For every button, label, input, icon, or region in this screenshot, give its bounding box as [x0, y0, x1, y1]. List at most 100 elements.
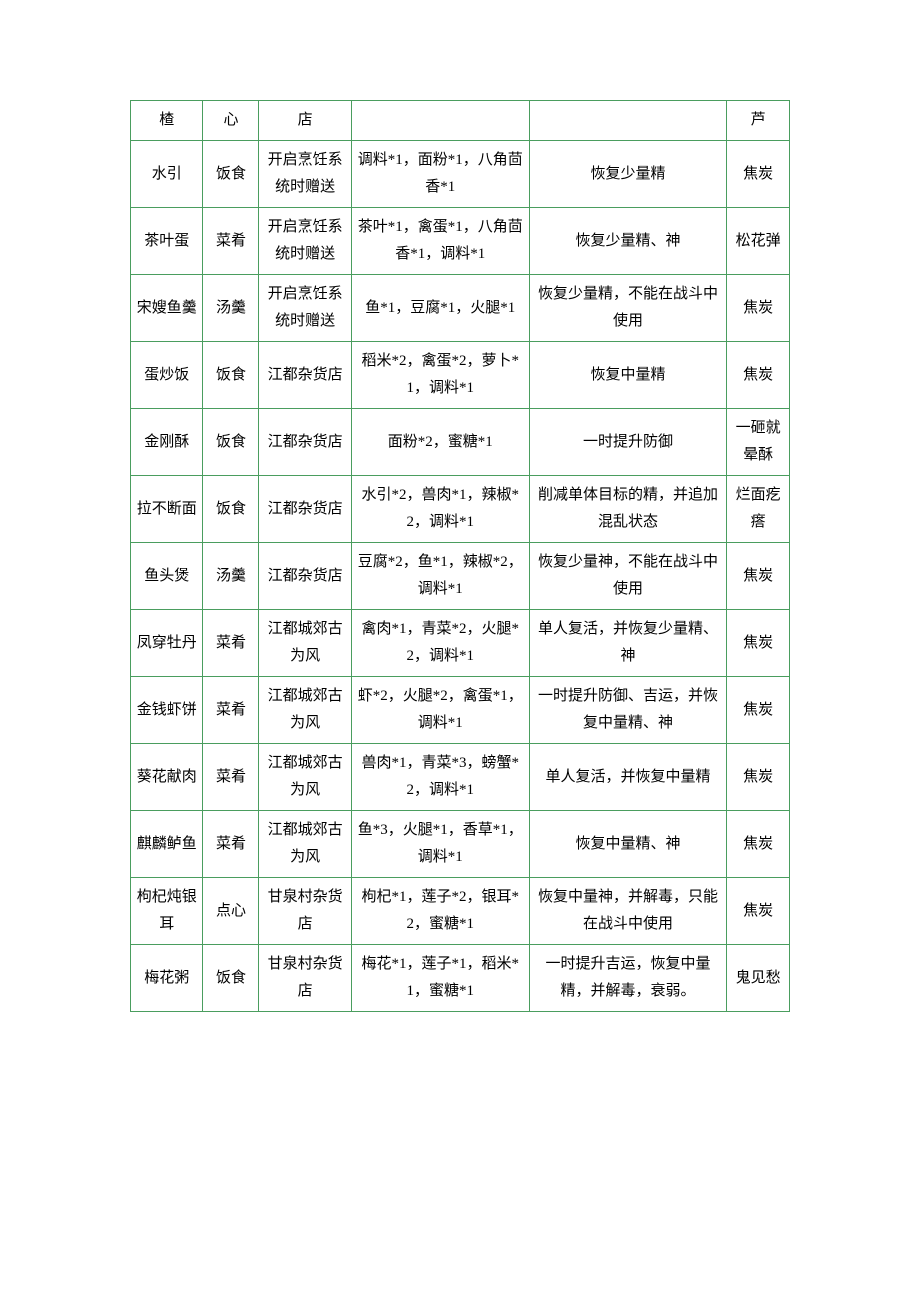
table-cell: 鱼头煲: [131, 543, 203, 610]
table-row: 水引饭食开启烹饪系统时赠送调料*1，面粉*1，八角茴香*1恢复少量精焦炭: [131, 141, 790, 208]
table-cell: 菜肴: [203, 610, 259, 677]
table-cell: [351, 101, 529, 141]
table-cell: 开启烹饪系统时赠送: [259, 275, 351, 342]
table-cell: 店: [259, 101, 351, 141]
table-cell: 烂面疙瘩: [727, 476, 790, 543]
table-cell: 鬼见愁: [727, 945, 790, 1012]
table-cell: 拉不断面: [131, 476, 203, 543]
table-cell: 江都杂货店: [259, 543, 351, 610]
table-cell: 豆腐*2，鱼*1，辣椒*2，调料*1: [351, 543, 529, 610]
table-cell: 江都城郊古为风: [259, 677, 351, 744]
table-cell: 恢复中量精: [529, 342, 727, 409]
table-cell: 鱼*3，火腿*1，香草*1，调料*1: [351, 811, 529, 878]
table-row: 茶叶蛋菜肴开启烹饪系统时赠送茶叶*1，禽蛋*1，八角茴香*1，调料*1恢复少量精…: [131, 208, 790, 275]
table-cell: 焦炭: [727, 275, 790, 342]
table-row: 拉不断面饭食江都杂货店水引*2，兽肉*1，辣椒*2，调料*1削减单体目标的精，并…: [131, 476, 790, 543]
table-cell: 开启烹饪系统时赠送: [259, 141, 351, 208]
table-cell: 饭食: [203, 945, 259, 1012]
table-cell: 禽肉*1，青菜*2，火腿*2，调料*1: [351, 610, 529, 677]
table-cell: 梅花粥: [131, 945, 203, 1012]
table-cell: 鱼*1，豆腐*1，火腿*1: [351, 275, 529, 342]
table-row: 楂心店 芦: [131, 101, 790, 141]
table-cell: 江都城郊古为风: [259, 610, 351, 677]
table-cell: 水引: [131, 141, 203, 208]
table-cell: 梅花*1，莲子*1，稻米*1，蜜糖*1: [351, 945, 529, 1012]
table-row: 宋嫂鱼羹汤羹开启烹饪系统时赠送鱼*1，豆腐*1，火腿*1恢复少量精，不能在战斗中…: [131, 275, 790, 342]
table-row: 蛋炒饭饭食江都杂货店稻米*2，禽蛋*2，萝卜*1，调料*1恢复中量精焦炭: [131, 342, 790, 409]
table-cell: 面粉*2，蜜糖*1: [351, 409, 529, 476]
table-cell: 茶叶*1，禽蛋*1，八角茴香*1，调料*1: [351, 208, 529, 275]
table-cell: 单人复活，并恢复少量精、神: [529, 610, 727, 677]
table-cell: 焦炭: [727, 811, 790, 878]
table-cell: 松花弹: [727, 208, 790, 275]
table-cell: 金钱虾饼: [131, 677, 203, 744]
table-row: 葵花献肉菜肴江都城郊古为风兽肉*1，青菜*3，螃蟹*2，调料*1单人复活，并恢复…: [131, 744, 790, 811]
table-cell: 枸杞炖银耳: [131, 878, 203, 945]
table-cell: 焦炭: [727, 744, 790, 811]
table-cell: 茶叶蛋: [131, 208, 203, 275]
table-cell: 稻米*2，禽蛋*2，萝卜*1，调料*1: [351, 342, 529, 409]
table-cell: 饭食: [203, 476, 259, 543]
table-cell: 江都城郊古为风: [259, 744, 351, 811]
table-cell: 宋嫂鱼羹: [131, 275, 203, 342]
table-cell: 江都杂货店: [259, 476, 351, 543]
table-cell: 恢复少量精: [529, 141, 727, 208]
table-row: 麒麟鲈鱼菜肴江都城郊古为风鱼*3，火腿*1，香草*1，调料*1恢复中量精、神焦炭: [131, 811, 790, 878]
table-row: 鱼头煲汤羹江都杂货店豆腐*2，鱼*1，辣椒*2，调料*1恢复少量神，不能在战斗中…: [131, 543, 790, 610]
table-cell: 枸杞*1，莲子*2，银耳*2，蜜糖*1: [351, 878, 529, 945]
table-cell: 焦炭: [727, 677, 790, 744]
table-cell: 恢复中量精、神: [529, 811, 727, 878]
table-cell: 一时提升防御: [529, 409, 727, 476]
table-cell: 恢复少量精、神: [529, 208, 727, 275]
table-cell: 一时提升防御、吉运，并恢复中量精、神: [529, 677, 727, 744]
table-cell: 开启烹饪系统时赠送: [259, 208, 351, 275]
table-cell: 心: [203, 101, 259, 141]
table-cell: 江都城郊古为风: [259, 811, 351, 878]
table-cell: 汤羹: [203, 275, 259, 342]
table-cell: 汤羹: [203, 543, 259, 610]
table-cell: [529, 101, 727, 141]
recipe-table: 楂心店芦水引饭食开启烹饪系统时赠送调料*1，面粉*1，八角茴香*1恢复少量精焦炭…: [130, 100, 790, 1012]
table-cell: 焦炭: [727, 878, 790, 945]
table-cell: 调料*1，面粉*1，八角茴香*1: [351, 141, 529, 208]
table-cell: 饭食: [203, 409, 259, 476]
table-cell: 甘泉村杂货店: [259, 945, 351, 1012]
table-cell: 金刚酥: [131, 409, 203, 476]
table-cell: 焦炭: [727, 610, 790, 677]
table-row: 梅花粥饭食甘泉村杂货店梅花*1，莲子*1，稻米*1，蜜糖*1一时提升吉运，恢复中…: [131, 945, 790, 1012]
table-cell: 芦: [727, 101, 790, 141]
table-cell: 饭食: [203, 342, 259, 409]
table-cell: 一时提升吉运，恢复中量精，并解毒，衰弱。: [529, 945, 727, 1012]
table-cell: 蛋炒饭: [131, 342, 203, 409]
table-row: 金刚酥饭食江都杂货店面粉*2，蜜糖*1一时提升防御一砸就晕酥: [131, 409, 790, 476]
table-cell: 恢复中量神，并解毒，只能在战斗中使用: [529, 878, 727, 945]
table-cell: 虾*2，火腿*2，禽蛋*1，调料*1: [351, 677, 529, 744]
table-cell: 葵花献肉: [131, 744, 203, 811]
table-cell: 江都杂货店: [259, 409, 351, 476]
table-body: 楂心店芦水引饭食开启烹饪系统时赠送调料*1，面粉*1，八角茴香*1恢复少量精焦炭…: [131, 101, 790, 1012]
table-cell: 削减单体目标的精，并追加混乱状态: [529, 476, 727, 543]
table-row: 枸杞炖银耳点心甘泉村杂货店枸杞*1，莲子*2，银耳*2，蜜糖*1恢复中量神，并解…: [131, 878, 790, 945]
table-cell: 焦炭: [727, 342, 790, 409]
table-cell: 焦炭: [727, 141, 790, 208]
table-cell: 菜肴: [203, 208, 259, 275]
table-cell: 甘泉村杂货店: [259, 878, 351, 945]
table-cell: 恢复少量神，不能在战斗中使用: [529, 543, 727, 610]
table-cell: 凤穿牡丹: [131, 610, 203, 677]
table-cell: 单人复活，并恢复中量精: [529, 744, 727, 811]
table-cell: 江都杂货店: [259, 342, 351, 409]
table-cell: 楂: [131, 101, 203, 141]
table-cell: 菜肴: [203, 744, 259, 811]
table-cell: 饭食: [203, 141, 259, 208]
table-cell: 菜肴: [203, 811, 259, 878]
table-cell: 点心: [203, 878, 259, 945]
table-cell: 一砸就晕酥: [727, 409, 790, 476]
table-cell: 菜肴: [203, 677, 259, 744]
table-cell: 恢复少量精，不能在战斗中使用: [529, 275, 727, 342]
table-row: 金钱虾饼菜肴江都城郊古为风虾*2，火腿*2，禽蛋*1，调料*1一时提升防御、吉运…: [131, 677, 790, 744]
table-cell: 水引*2，兽肉*1，辣椒*2，调料*1: [351, 476, 529, 543]
table-row: 凤穿牡丹菜肴江都城郊古为风禽肉*1，青菜*2，火腿*2，调料*1单人复活，并恢复…: [131, 610, 790, 677]
table-cell: 麒麟鲈鱼: [131, 811, 203, 878]
table-cell: 焦炭: [727, 543, 790, 610]
table-cell: 兽肉*1，青菜*3，螃蟹*2，调料*1: [351, 744, 529, 811]
